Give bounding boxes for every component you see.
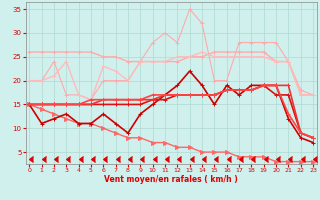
X-axis label: Vent moyen/en rafales ( km/h ): Vent moyen/en rafales ( km/h ) xyxy=(104,175,238,184)
